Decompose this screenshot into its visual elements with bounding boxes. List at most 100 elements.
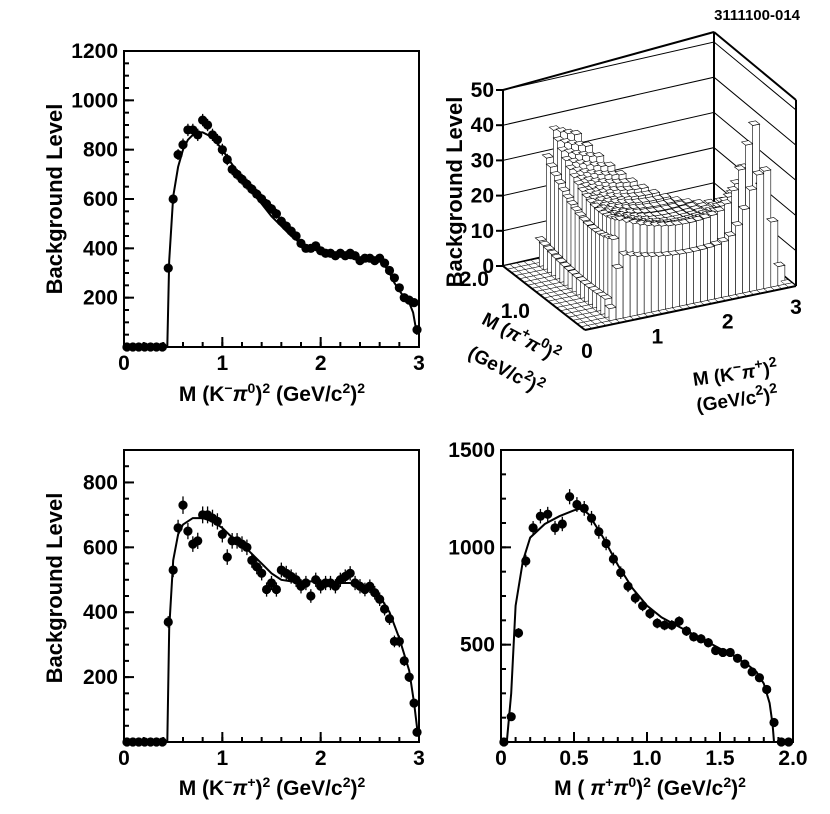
lego-bar-front	[636, 254, 645, 316]
panel-pi-plus-pi0: 0 0.5 1.0 1.5 2.0 500 1000 1500 M ( π+π0)2 (GeV…	[448, 439, 807, 800]
lego-bar-top	[747, 120, 761, 126]
data-point	[365, 581, 375, 591]
lego-bar-front	[700, 247, 708, 303]
z-grid-line	[502, 41, 797, 111]
fit-curve	[166, 131, 418, 348]
lego-bar-front	[615, 266, 624, 320]
panel3-axes: 0 1 2 3 200 400 600 800	[83, 449, 425, 770]
data-point	[168, 565, 178, 575]
data-point	[412, 325, 422, 335]
data-point	[291, 231, 301, 241]
y-tick-label: 400	[83, 601, 118, 624]
lego-bar-top	[549, 170, 563, 177]
lego-bar-top	[569, 129, 583, 136]
lego-bar-top	[674, 200, 687, 206]
lego-bar-top	[698, 213, 712, 219]
lego-bar-top	[681, 198, 694, 204]
panel1-data-points	[122, 113, 422, 352]
panel1-y-axis-label: Background Level	[42, 104, 67, 295]
data-point	[784, 737, 794, 747]
lego-bar-front	[756, 173, 765, 291]
lego-bar-top	[723, 231, 737, 237]
panel-dalitz-3d: 0 10 20 30 40 50 0 1 2 3 1.0 2.0 Background Level…	[442, 31, 802, 417]
lego-bar-top	[642, 220, 655, 227]
data-point	[652, 618, 662, 628]
data-point	[163, 617, 173, 627]
data-point	[725, 647, 735, 658]
x-tick-label: 1	[651, 325, 663, 348]
panel4-x-axis-label: M ( π+π0)2 (GeV/c2)2	[554, 774, 746, 800]
y-tick-label: 1200	[71, 40, 118, 63]
data-point	[565, 492, 575, 502]
lego-bar-top	[605, 192, 618, 198]
data-point	[711, 645, 721, 656]
lego-bar-top	[604, 303, 617, 310]
lego-bar-top	[593, 169, 606, 176]
lego-bar-front	[707, 245, 715, 301]
y-tick-label: 1.0	[501, 300, 530, 323]
y-tick-label: 600	[83, 188, 118, 211]
fit-curve	[166, 517, 419, 743]
panel2-x-ticks: 0 1 2 3	[581, 296, 802, 363]
lego-bar-top	[666, 202, 680, 209]
lego-bar-front	[742, 207, 751, 294]
lego-bar-top	[574, 211, 587, 217]
lego-bar-top	[545, 162, 559, 168]
data-point	[645, 608, 655, 619]
lego-bar-front	[657, 254, 666, 312]
panel2-z-ticks: 0 10 20 30 40 50	[471, 79, 503, 278]
lego-bar-top	[658, 192, 672, 199]
data-point	[762, 684, 772, 695]
lego-bar-front	[735, 224, 743, 295]
lego-bar-top	[538, 240, 552, 247]
data-point	[594, 527, 604, 537]
lego-bar-top	[570, 205, 583, 212]
lego-bar-top	[603, 161, 616, 167]
z-tick-label: 0	[482, 255, 494, 278]
data-point	[740, 659, 750, 669]
x-tick-label: 2.0	[778, 747, 807, 770]
lego-bar-top	[737, 204, 751, 211]
x-tick-label: 2	[315, 747, 327, 770]
y-tick-label: 1000	[448, 536, 495, 559]
lego-bar-front	[650, 254, 659, 313]
y-tick-label: 1500	[448, 439, 495, 462]
data-point	[513, 628, 524, 638]
y-tick-label: 400	[83, 237, 118, 260]
data-point	[550, 523, 560, 533]
data-point	[291, 575, 301, 585]
lego-bar-front	[629, 254, 638, 317]
data-point	[528, 523, 538, 533]
lego-bar-top	[647, 188, 661, 195]
data-point	[212, 516, 223, 526]
lego-bar-top	[580, 141, 594, 147]
lego-bar-top	[662, 198, 676, 204]
y-tick-label: 1000	[71, 89, 118, 112]
x-tick-label: 1	[216, 352, 228, 375]
data-point	[173, 523, 183, 533]
lego-bar-top	[578, 216, 591, 222]
lego-bar-top	[597, 177, 610, 184]
data-point	[499, 737, 509, 747]
lego-bar-top	[601, 185, 614, 191]
lego-bar-top	[744, 185, 758, 191]
lego-bar-top	[751, 170, 765, 176]
lego-bar-top	[702, 242, 716, 249]
lego-bar-top	[691, 215, 705, 222]
y-tick-label: 500	[460, 634, 495, 657]
panel1-fit-curve	[166, 131, 418, 348]
y-tick-label: 800	[83, 471, 118, 494]
lego-bar-top	[607, 234, 620, 241]
x-tick-label: 2	[315, 352, 327, 375]
data-point	[638, 601, 648, 611]
lego-bar-top	[589, 161, 602, 167]
data-point	[394, 283, 404, 293]
figure-id-label: 3111100-014	[714, 7, 801, 24]
lego-bar-top	[609, 198, 623, 204]
data-point	[301, 578, 311, 588]
lego-bar-front	[749, 188, 758, 292]
lego-bar-front	[643, 254, 652, 314]
data-point	[252, 562, 262, 572]
z-tick-label: 30	[471, 149, 494, 172]
panel4-data-points	[499, 489, 794, 747]
